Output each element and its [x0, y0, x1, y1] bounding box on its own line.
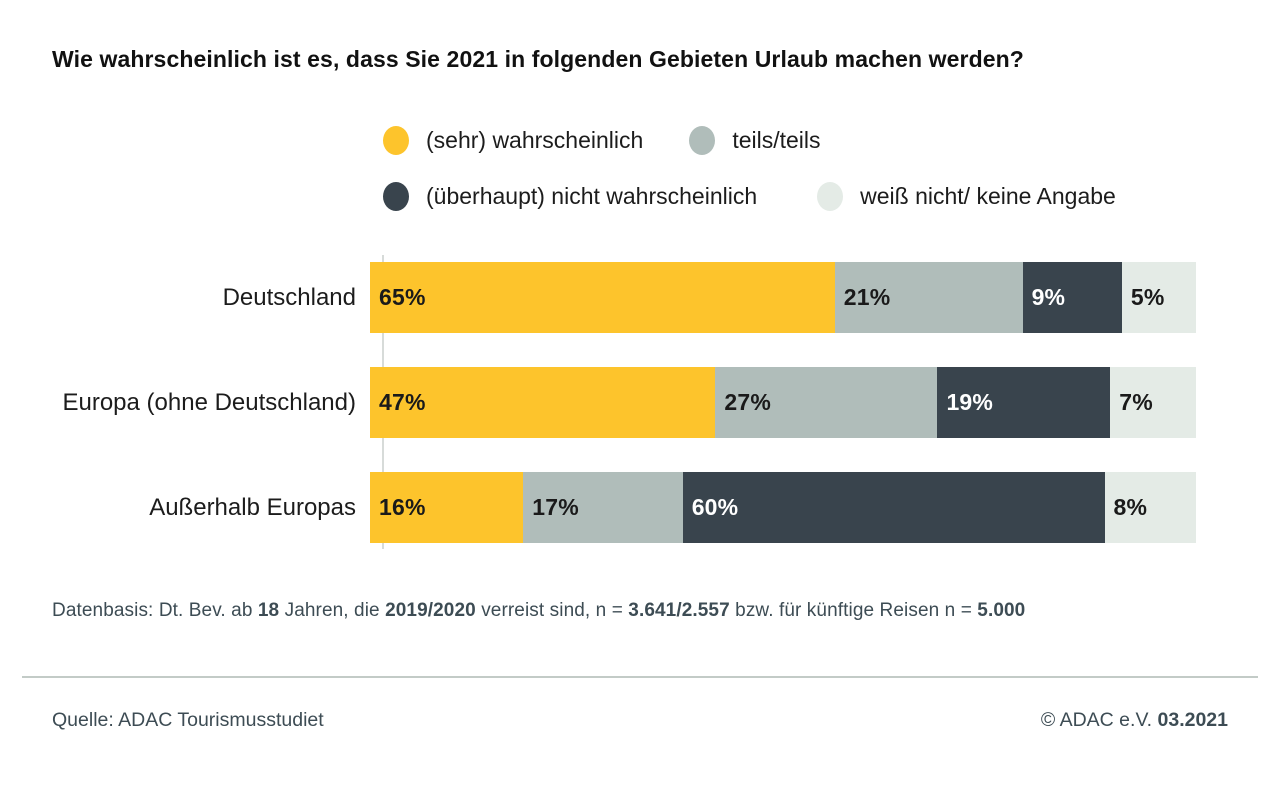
- legend-label: weiß nicht/ keine Angabe: [860, 182, 1116, 209]
- data-basis-segment: 2019/2020: [385, 600, 476, 621]
- legend-label: (sehr) wahrscheinlich: [426, 126, 644, 153]
- data-basis-segment: bzw. für künftige Reisen n =: [729, 600, 978, 621]
- bar-segment: 65%: [370, 262, 835, 333]
- legend-row: (überhaupt) nicht wahrscheinlich weiß ni…: [383, 180, 1176, 212]
- segment-value: 47%: [379, 389, 426, 415]
- bar-segment: 8%: [1104, 472, 1196, 543]
- category-label: Außerhalb Europas: [149, 493, 356, 521]
- legend-swatch-yellow-icon: [383, 125, 409, 155]
- bar-segment: 47%: [370, 367, 716, 438]
- data-basis-segment: verreist sind, n =: [475, 600, 629, 621]
- chart-row: Europa (ohne Deutschland) 47% 27% 19% 7%: [0, 367, 1280, 438]
- category-label: Europa (ohne Deutschland): [62, 388, 356, 416]
- legend-item-teils-teils: teils/teils: [689, 125, 821, 155]
- stacked-bar: 47% 27% 19% 7%: [370, 367, 1197, 438]
- data-basis-segment: 5.000: [977, 600, 1026, 621]
- segment-value: 9%: [1031, 284, 1066, 310]
- segment-value: 65%: [379, 284, 426, 310]
- legend-swatch-gray-icon: [689, 125, 716, 155]
- chart-row: Außerhalb Europas 16% 17% 60% 8%: [0, 472, 1280, 543]
- stacked-bar: 16% 17% 60% 8%: [370, 472, 1196, 543]
- bar-segment: 21%: [834, 262, 1023, 333]
- footer: Quelle: ADAC Tourismusstudiet © ADAC e.V…: [52, 709, 1228, 732]
- stacked-bar: 65% 21% 9% 5%: [370, 262, 1196, 333]
- segment-value: 21%: [843, 284, 891, 310]
- bars-area: Deutschland 65% 21% 9% 5% Europa (ohne Deutsc…: [0, 262, 1280, 543]
- source-text: Quelle: ADAC Tourismusstudiet: [52, 709, 324, 731]
- data-basis-segment: Jahren, die: [279, 600, 386, 621]
- bar-segment: 27%: [715, 367, 938, 438]
- divider-line: [22, 676, 1258, 678]
- bar-segment: 60%: [682, 472, 1105, 543]
- legend: (sehr) wahrscheinlich teils/teils (überh…: [383, 124, 1176, 236]
- legend-label: teils/teils: [732, 126, 821, 153]
- legend-row: (sehr) wahrscheinlich teils/teils: [383, 124, 1176, 156]
- segment-value: 16%: [379, 494, 426, 520]
- segment-value: 8%: [1113, 494, 1148, 520]
- copyright-date: 03.2021: [1157, 709, 1229, 731]
- legend-item-weiss-nicht: weiß nicht/ keine Angabe: [817, 181, 1116, 211]
- copyright-prefix: © ADAC e.V.: [1040, 709, 1158, 731]
- data-basis-segment: Datenbasis: Dt. Bev. ab: [52, 600, 258, 621]
- bar-segment: 16%: [370, 472, 524, 543]
- legend-item-wahrscheinlich: (sehr) wahrscheinlich: [383, 125, 644, 155]
- segment-value: 19%: [946, 389, 994, 415]
- legend-label: (überhaupt) nicht wahrscheinlich: [426, 182, 758, 209]
- data-basis-note: Datenbasis: Dt. Bev. ab 18 Jahren, die 2…: [52, 600, 1025, 622]
- category-label: Deutschland: [222, 283, 356, 311]
- segment-value: 5%: [1130, 284, 1165, 310]
- segment-value: 17%: [532, 494, 579, 520]
- bar-segment: 17%: [523, 472, 683, 543]
- bar-segment: 5%: [1121, 262, 1196, 333]
- legend-swatch-dark-icon: [383, 181, 409, 211]
- legend-swatch-light-icon: [817, 181, 844, 211]
- data-basis-segment: 3.641/2.557: [628, 600, 730, 621]
- segment-value: 60%: [691, 494, 739, 520]
- segment-value: 7%: [1119, 389, 1153, 415]
- bar-segment: 7%: [1110, 367, 1197, 438]
- chart-row: Deutschland 65% 21% 9% 5%: [0, 262, 1280, 333]
- data-basis-segment: 18: [257, 600, 280, 621]
- legend-item-nicht-wahrscheinlich: (überhaupt) nicht wahrscheinlich: [383, 181, 758, 211]
- page-title: Wie wahrscheinlich ist es, dass Sie 2021…: [52, 46, 1024, 72]
- bar-segment: 19%: [937, 367, 1111, 438]
- copyright-text: © ADAC e.V. 03.2021: [1041, 709, 1228, 732]
- segment-value: 27%: [724, 389, 771, 415]
- bar-segment: 9%: [1022, 262, 1122, 333]
